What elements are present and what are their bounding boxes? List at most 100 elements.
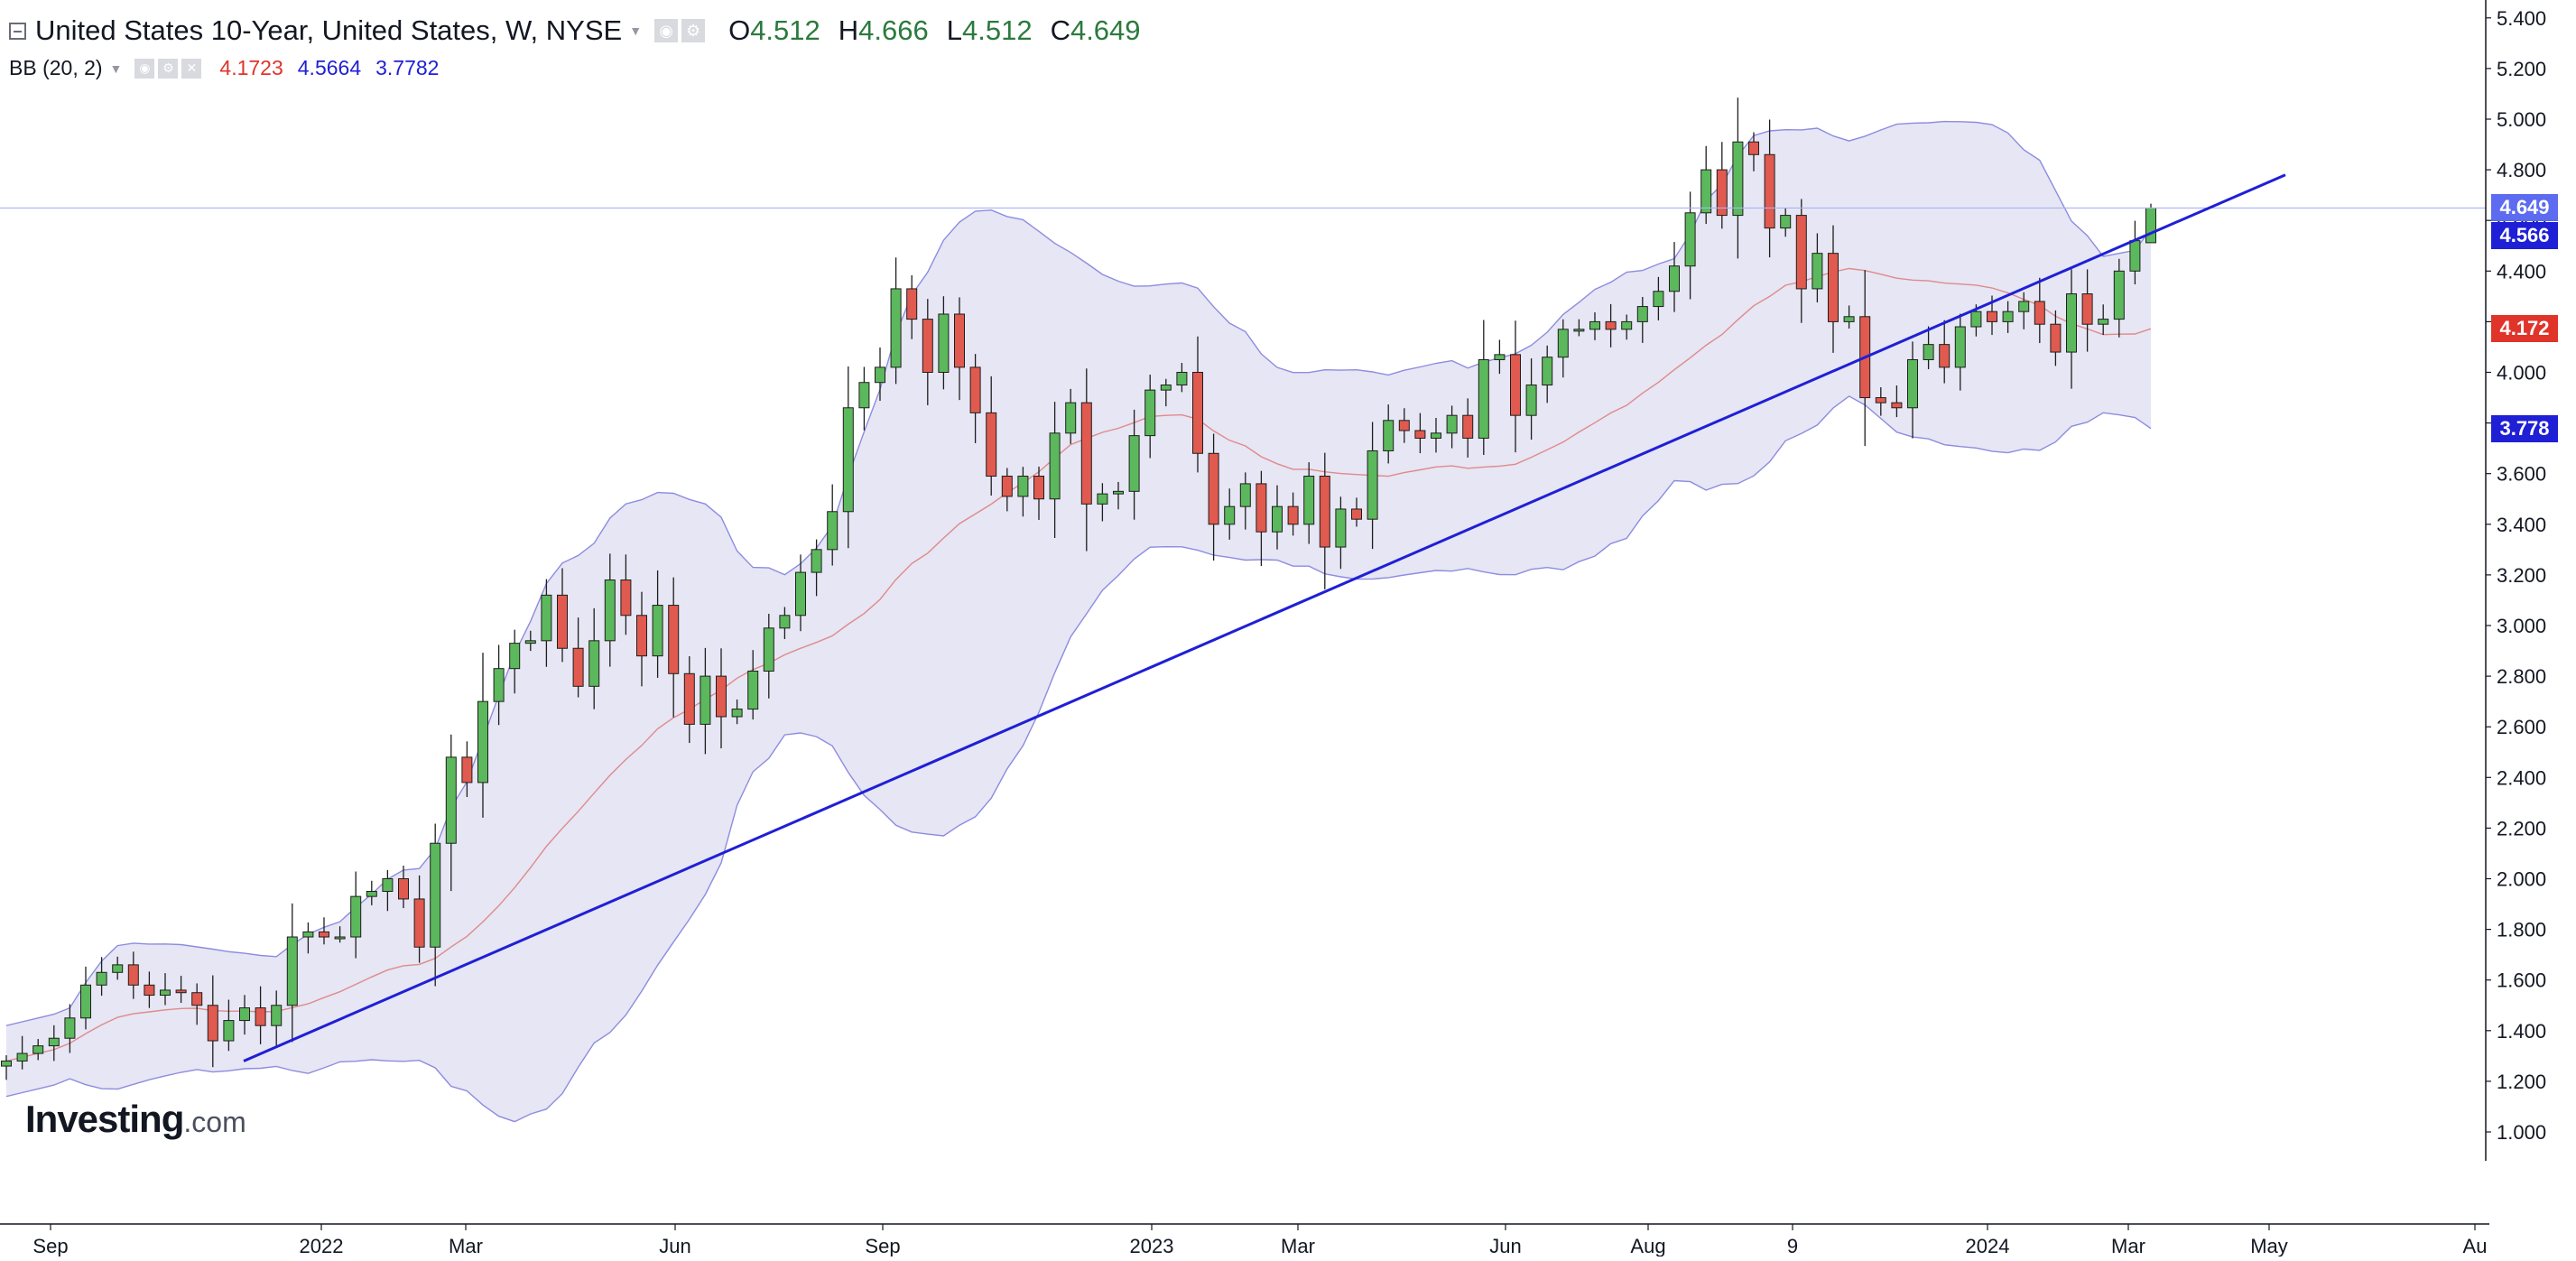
candle-body — [1795, 215, 1807, 290]
candle — [1525, 358, 1537, 440]
y-tick-label: 5.000 — [2497, 108, 2546, 131]
candle-body — [1272, 505, 1283, 533]
candle — [223, 999, 235, 1052]
candle — [477, 653, 488, 818]
y-tick-label: 4.400 — [2497, 260, 2546, 283]
candle — [207, 975, 218, 1068]
candle-body — [96, 971, 107, 986]
candle — [1589, 312, 1600, 340]
candle — [875, 348, 885, 402]
candle-body — [350, 895, 362, 938]
eye-icon[interactable]: ◉ — [134, 58, 155, 79]
candle — [112, 956, 124, 980]
gear-icon[interactable]: ⚙ — [681, 19, 706, 42]
candle — [588, 607, 600, 709]
candle — [1780, 208, 1792, 237]
candle — [255, 986, 266, 1044]
candle — [1383, 404, 1395, 464]
candle-body — [1208, 452, 1219, 525]
candle-body — [1653, 291, 1664, 308]
candle — [271, 990, 283, 1046]
candle — [1923, 326, 1934, 369]
candle — [1303, 462, 1315, 544]
candle — [1017, 467, 1029, 517]
candle-body — [1, 1060, 12, 1067]
candle-body — [700, 675, 711, 725]
overlay-layer — [0, 173, 2486, 1062]
candle-body — [572, 647, 584, 687]
trendline — [243, 173, 2286, 1062]
candle — [1319, 452, 1330, 589]
candle — [1144, 375, 1156, 459]
candle-body — [366, 891, 377, 897]
close-value: 4.649 — [1070, 14, 1141, 46]
candle — [1287, 492, 1299, 536]
candle — [1239, 472, 1251, 530]
symbol-title[interactable]: United States 10-Year, United States, W,… — [35, 14, 623, 46]
candle-body — [1192, 372, 1203, 454]
candle-body — [1256, 483, 1267, 533]
candle-body — [1875, 397, 1886, 403]
candle-body — [477, 700, 488, 783]
candle — [1732, 97, 1744, 259]
candle — [445, 734, 457, 892]
candle-body — [795, 571, 806, 617]
candle — [620, 554, 632, 635]
collapse-legend-icon[interactable] — [9, 22, 26, 40]
y-tick-label: 2.400 — [2497, 766, 2546, 789]
candle-body — [731, 709, 743, 718]
candle-body — [255, 1007, 266, 1026]
eye-icon[interactable]: ◉ — [654, 19, 679, 42]
low-label: L — [946, 14, 962, 46]
candle-body — [223, 1020, 235, 1042]
candle — [922, 299, 933, 405]
y-tick-label: 1.000 — [2497, 1121, 2546, 1144]
candle-body — [1542, 357, 1553, 386]
candle-body — [557, 594, 568, 649]
candle — [2145, 203, 2156, 244]
x-tick-label: 2023 — [1130, 1235, 1174, 1256]
candle — [1256, 470, 1267, 567]
chevron-down-icon[interactable]: ▼ — [109, 60, 123, 76]
y-tick-label: 1.800 — [2497, 919, 2546, 941]
candle-body — [1987, 311, 1997, 322]
candle — [1684, 191, 1696, 300]
candle — [716, 648, 727, 749]
chevron-down-icon[interactable]: ▼ — [629, 23, 643, 38]
candle — [1716, 142, 1728, 229]
candle — [1208, 433, 1219, 561]
candle-body — [1494, 354, 1506, 360]
candle — [1700, 145, 1712, 225]
x-tick-label: Mar — [1281, 1235, 1315, 1256]
candle-body — [652, 605, 663, 657]
candle-body — [430, 842, 441, 948]
candle-body — [2034, 301, 2045, 325]
candle-body — [239, 1007, 250, 1022]
candle-body — [1525, 385, 1537, 416]
candle — [1367, 422, 1378, 550]
close-icon[interactable]: ✕ — [181, 58, 202, 79]
candle — [636, 591, 647, 687]
candle-body — [398, 878, 409, 900]
candle-body — [1764, 153, 1775, 229]
candle — [1795, 199, 1807, 323]
candle — [96, 957, 107, 997]
candle-body — [890, 288, 902, 368]
candle — [557, 568, 568, 663]
candle — [1542, 345, 1553, 403]
candle — [1510, 320, 1521, 453]
candle — [382, 869, 394, 912]
gear-icon[interactable]: ⚙ — [158, 58, 179, 79]
candle-body — [461, 756, 473, 783]
indicator-title[interactable]: BB (20, 2) — [9, 56, 103, 79]
candle-body — [668, 605, 680, 674]
candle — [1764, 119, 1775, 258]
candle-body — [1557, 329, 1569, 358]
candle-body — [1478, 358, 1489, 439]
candle — [2098, 304, 2109, 336]
candle — [1176, 363, 1188, 393]
candle-body — [1144, 389, 1156, 437]
